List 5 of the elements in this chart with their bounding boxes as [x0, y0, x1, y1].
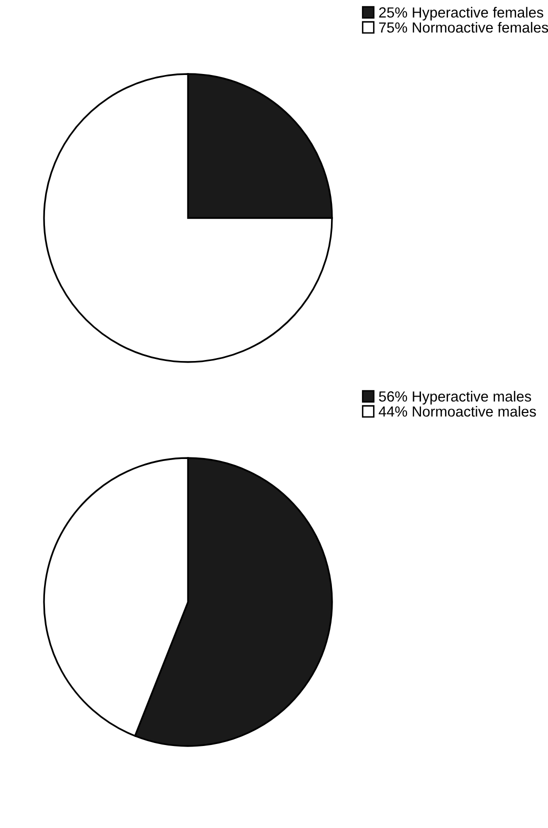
- legend-label: 25% Hyperactive females: [379, 6, 544, 21]
- legend-label: 56% Hyperactive males: [379, 390, 532, 405]
- pie-slice: [43, 73, 333, 363]
- legend-label: 75% Normoactive females: [379, 22, 548, 33]
- legend-label: 44% Normoactive males: [378, 406, 536, 417]
